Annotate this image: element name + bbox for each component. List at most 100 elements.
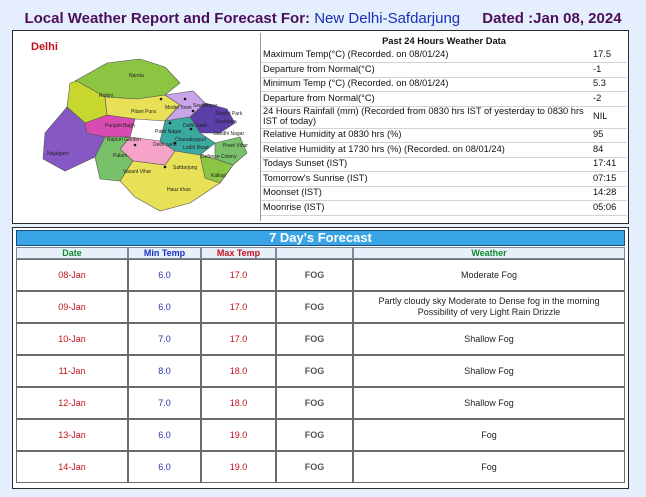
- col-date: Date: [16, 247, 128, 259]
- forecast-max: 18.0: [201, 355, 276, 387]
- fog-icon: FOG: [276, 387, 353, 419]
- past-24h-panel: Past 24 Hours Weather Data Maximum Temp(…: [260, 33, 627, 221]
- forecast-row: 13-Jan 6.0 19.0 FOG Fog: [16, 419, 625, 451]
- stat-row: Tomorrow's Sunrise (IST) 07:15: [261, 171, 627, 187]
- stat-label: Relative Humidity at 1730 hrs (%) (Recor…: [261, 142, 593, 158]
- forecast-date: 14-Jan: [16, 451, 128, 483]
- col-min-temp: Min Temp: [128, 247, 201, 259]
- district-label: Punjabi Bagh: [105, 123, 135, 129]
- district-label: Model Town: [165, 105, 192, 111]
- stat-value: -1: [593, 62, 627, 78]
- forecast-min: 6.0: [128, 291, 201, 323]
- past-24h-heading: Past 24 Hours Weather Data: [382, 35, 506, 46]
- forecast-min: 6.0: [128, 259, 201, 291]
- fog-icon: FOG: [276, 291, 353, 323]
- fog-icon: FOG: [276, 323, 353, 355]
- stat-label: Relative Humidity at 0830 hrs (%): [261, 128, 593, 143]
- district-label: Shastri Park: [215, 111, 243, 117]
- district-label: Rohini: [99, 93, 113, 99]
- forecast-weather: Shallow Fog: [353, 323, 625, 355]
- forecast-row: 12-Jan 7.0 18.0 FOG Shallow Fog: [16, 387, 625, 419]
- forecast-date: 13-Jan: [16, 419, 128, 451]
- stat-label: Moonrise (IST): [261, 200, 593, 216]
- fog-icon: FOG: [276, 419, 353, 451]
- forecast-weather: Fog: [353, 419, 625, 451]
- forecast-date: 09-Jan: [16, 291, 128, 323]
- delhi-map-image: Delhi Narela Rohini Model Town Punjabi B…: [31, 41, 248, 212]
- page-title: Local Weather Report and Forecast For: N…: [0, 10, 646, 27]
- forecast-row: 08-Jan 6.0 17.0 FOG Moderate Fog: [16, 259, 625, 291]
- stat-row: 24 Hours Rainfall (mm) (Recorded from 08…: [261, 106, 627, 129]
- forecast-date: 10-Jan: [16, 323, 128, 355]
- col-weather: Weather: [353, 247, 625, 259]
- stat-label: 24 Hours Rainfall (mm) (Recorded from 08…: [261, 106, 593, 129]
- forecast-date: 08-Jan: [16, 259, 128, 291]
- district-label: Delhi cantt: [153, 142, 177, 148]
- forecast-min: 7.0: [128, 323, 201, 355]
- district-label: Safdarjung: [173, 165, 197, 171]
- current-weather-panel: Delhi Narela Rohini Model Town Punjabi B…: [12, 30, 629, 224]
- district-label: Gandhi Nagar: [213, 131, 244, 137]
- stat-label: Departure from Normal(°C): [261, 62, 593, 78]
- title-prefix: Local Weather Report and Forecast For:: [24, 10, 311, 27]
- district-label: Seelampur: [193, 103, 218, 109]
- forecast-max: 19.0: [201, 451, 276, 483]
- stat-row: Moonrise (IST) 05:06: [261, 200, 627, 216]
- district-label: Hauz khas: [167, 187, 191, 193]
- col-icon: [276, 247, 353, 259]
- forecast-table: Date Min Temp Max Temp Weather 08-Jan 6.…: [16, 247, 625, 483]
- stat-label: Departure from Normal(°C): [261, 91, 593, 107]
- stat-label: Moonset (IST): [261, 186, 593, 201]
- stat-row: Minimum Temp (°C) (Recorded. on 08/01/24…: [261, 77, 627, 92]
- title-date: Dated :Jan 08, 2024: [482, 10, 622, 27]
- forecast-weather: Moderate Fog: [353, 259, 625, 291]
- forecast-row: 14-Jan 6.0 19.0 FOG Fog: [16, 451, 625, 483]
- forecast-min: 7.0: [128, 387, 201, 419]
- forecast-weather: Fog: [353, 451, 625, 483]
- forecast-weather: Shallow Fog: [353, 387, 625, 419]
- stat-value: 95: [593, 128, 627, 143]
- stat-value: 14:28: [593, 186, 627, 201]
- forecast-max: 19.0: [201, 419, 276, 451]
- district-label: Palam: [113, 153, 127, 159]
- forecast-row: 10-Jan 7.0 17.0 FOG Shallow Fog: [16, 323, 625, 355]
- forecast-panel: 7 Day's Forecast Date Min Temp Max Temp …: [12, 227, 629, 489]
- forecast-date: 12-Jan: [16, 387, 128, 419]
- district-label: Delhi Gate: [183, 123, 207, 129]
- stat-label: Minimum Temp (°C) (Recorded. on 08/01/24…: [261, 77, 593, 92]
- stat-row: Relative Humidity at 0830 hrs (%) 95: [261, 128, 627, 143]
- stat-value: 17:41: [593, 157, 627, 172]
- district-label: Chanakyapuri: [175, 137, 206, 143]
- stat-label: Todays Sunset (IST): [261, 157, 593, 172]
- district-label: Vasant Vihar: [123, 169, 152, 175]
- stat-value: 05:06: [593, 200, 627, 216]
- forecast-heading: 7 Day's Forecast: [16, 230, 625, 246]
- delhi-map: Delhi Narela Rohini Model Town Punjabi B…: [15, 33, 259, 221]
- district-label: Preet Vihar: [223, 143, 248, 149]
- stat-value: 5.3: [593, 77, 627, 92]
- forecast-min: 6.0: [128, 419, 201, 451]
- district-label: Rajouri Garden: [107, 137, 141, 143]
- forecast-row: 11-Jan 8.0 18.0 FOG Shallow Fog: [16, 355, 625, 387]
- forecast-max: 18.0: [201, 387, 276, 419]
- district-label: Lodhi Road: [183, 145, 209, 151]
- forecast-max: 17.0: [201, 291, 276, 323]
- stat-row: Departure from Normal(°C) -2: [261, 91, 627, 107]
- stat-value: 07:15: [593, 171, 627, 187]
- stat-value: -2: [593, 91, 627, 107]
- forecast-date: 11-Jan: [16, 355, 128, 387]
- stat-value: 17.5: [593, 48, 627, 63]
- stat-row: Todays Sunset (IST) 17:41: [261, 157, 627, 172]
- district-label: Najafgarh: [47, 151, 69, 157]
- district-label: Shahdara: [215, 119, 237, 125]
- district-label: Defence Colony: [201, 154, 237, 160]
- stat-row: Maximum Temp(°C) (Recorded. on 08/01/24)…: [261, 48, 627, 63]
- col-max-temp: Max Temp: [201, 247, 276, 259]
- district-label: Pitam Pura: [131, 109, 156, 115]
- forecast-max: 17.0: [201, 323, 276, 355]
- station-markers: [133, 97, 195, 169]
- stat-value: 84: [593, 142, 627, 158]
- forecast-weather: Partly cloudy sky Moderate to Dense fog …: [353, 291, 625, 323]
- forecast-header-row: Date Min Temp Max Temp Weather: [16, 247, 625, 259]
- stat-row: Relative Humidity at 1730 hrs (%) (Recor…: [261, 142, 627, 158]
